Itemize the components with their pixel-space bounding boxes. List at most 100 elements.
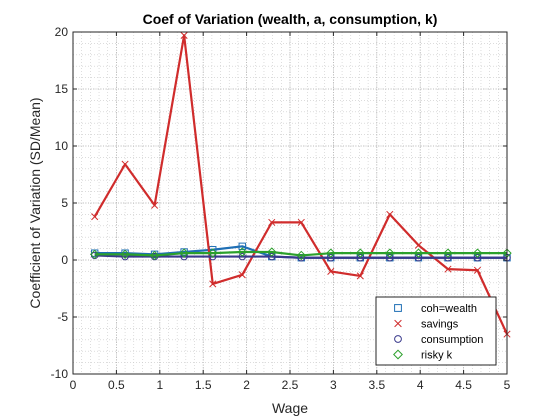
series-risky-k	[89, 247, 512, 261]
marker-x	[121, 160, 129, 168]
data-point	[327, 267, 335, 275]
data-point	[356, 254, 365, 262]
data-point	[296, 250, 306, 261]
data-point	[237, 247, 247, 257]
series-savings	[91, 31, 511, 338]
x-tick-label: 1.5	[195, 378, 212, 392]
marker-x	[151, 201, 159, 209]
marker-x	[414, 241, 423, 249]
legend-label: risky k	[421, 350, 453, 362]
marker-circle	[386, 254, 394, 262]
marker-diamond	[120, 249, 130, 260]
marker-x-stroke	[180, 31, 188, 39]
data-point	[355, 248, 366, 258]
data-point	[385, 248, 395, 258]
x-axis-ticks: 0 0.5 1 1.5 2 2.5 3 3.5 4 4.5 5	[70, 32, 511, 392]
data-point	[414, 254, 423, 262]
marker-diamond	[149, 250, 160, 261]
y-tick-label: -10	[51, 367, 69, 381]
marker-x	[180, 31, 188, 39]
data-point	[414, 241, 423, 249]
data-point	[209, 280, 217, 288]
marker-circle	[356, 254, 365, 262]
marker-diamond	[237, 247, 247, 257]
y-tick-label: 15	[55, 82, 69, 96]
legend-box	[375, 296, 497, 366]
x-tick-label: 5	[504, 378, 511, 392]
x-tick-label: 0.5	[108, 378, 125, 392]
x-tick-label: 0	[70, 378, 77, 392]
data-point	[472, 248, 483, 258]
data-point	[238, 252, 246, 261]
y-tick-label: -5	[57, 310, 68, 324]
marker-circle	[394, 335, 402, 343]
marker-circle	[444, 254, 452, 262]
series-line	[94, 250, 507, 257]
legend-entry: coh=wealth	[394, 303, 477, 315]
marker-x-stroke	[268, 218, 276, 226]
marker-diamond	[443, 248, 453, 258]
x-tick-label: 4.5	[455, 378, 472, 392]
data-point	[443, 248, 453, 258]
data-point	[91, 213, 99, 221]
data-point	[151, 201, 159, 209]
marker-circle	[268, 252, 276, 261]
series-line	[94, 254, 507, 259]
marker-x	[268, 218, 276, 226]
marker-diamond	[208, 248, 218, 258]
data-point	[444, 254, 452, 262]
marker-x-stroke	[386, 210, 394, 218]
y-axis-ticks: -10 -5 0 5 10 15 20	[51, 25, 507, 381]
marker-x	[473, 266, 482, 274]
x-tick-label: 1	[156, 378, 163, 392]
data-point	[268, 252, 276, 261]
data-point	[238, 242, 246, 251]
data-point	[149, 250, 160, 261]
marker-square	[238, 242, 246, 251]
data-point	[120, 249, 130, 260]
data-point	[179, 248, 189, 258]
marker-x-stroke	[327, 267, 335, 275]
marker-x-stroke	[238, 271, 246, 279]
marker-diamond	[385, 248, 395, 258]
y-tick-label: 5	[61, 196, 68, 210]
x-tick-label: 3	[330, 378, 337, 392]
marker-circle	[327, 254, 335, 262]
x-tick-label: 3.5	[368, 378, 385, 392]
chart-title: Coef of Variation (wealth, a, consumptio…	[143, 11, 438, 27]
marker-circle	[473, 254, 482, 262]
marker-diamond	[393, 349, 403, 360]
data-point	[268, 218, 276, 226]
y-tick-label: 0	[61, 253, 68, 267]
marker-x-stroke	[209, 280, 217, 288]
marker-x-stroke	[151, 201, 159, 209]
marker-x-stroke	[473, 266, 482, 274]
data-point	[356, 272, 364, 280]
x-tick-label: 4	[417, 378, 424, 392]
y-axis-title: Coefficient of Variation (SD/Mean)	[27, 97, 43, 308]
x-axis-title: Wage	[272, 400, 308, 416]
marker-x-stroke	[297, 218, 305, 226]
marker-square	[394, 304, 402, 312]
marker-diamond	[326, 248, 336, 258]
data-point	[444, 265, 452, 273]
marker-diamond	[179, 248, 189, 258]
marker-diamond	[472, 248, 483, 258]
x-tick-label: 2.5	[282, 378, 299, 392]
data-point	[413, 248, 424, 258]
marker-x	[91, 213, 99, 221]
data-point	[386, 254, 394, 262]
marker-x	[209, 280, 217, 288]
marker-diamond	[355, 248, 366, 258]
legend-label: coh=wealth	[421, 303, 477, 315]
marker-x-stroke	[91, 213, 99, 221]
marker-x	[327, 267, 335, 275]
data-point	[473, 266, 482, 274]
data-point	[473, 254, 482, 262]
y-tick-label: 10	[55, 139, 69, 153]
legend-label: consumption	[421, 334, 483, 346]
marker-diamond	[413, 248, 424, 258]
marker-x-stroke	[444, 265, 452, 273]
data-point	[121, 160, 129, 168]
